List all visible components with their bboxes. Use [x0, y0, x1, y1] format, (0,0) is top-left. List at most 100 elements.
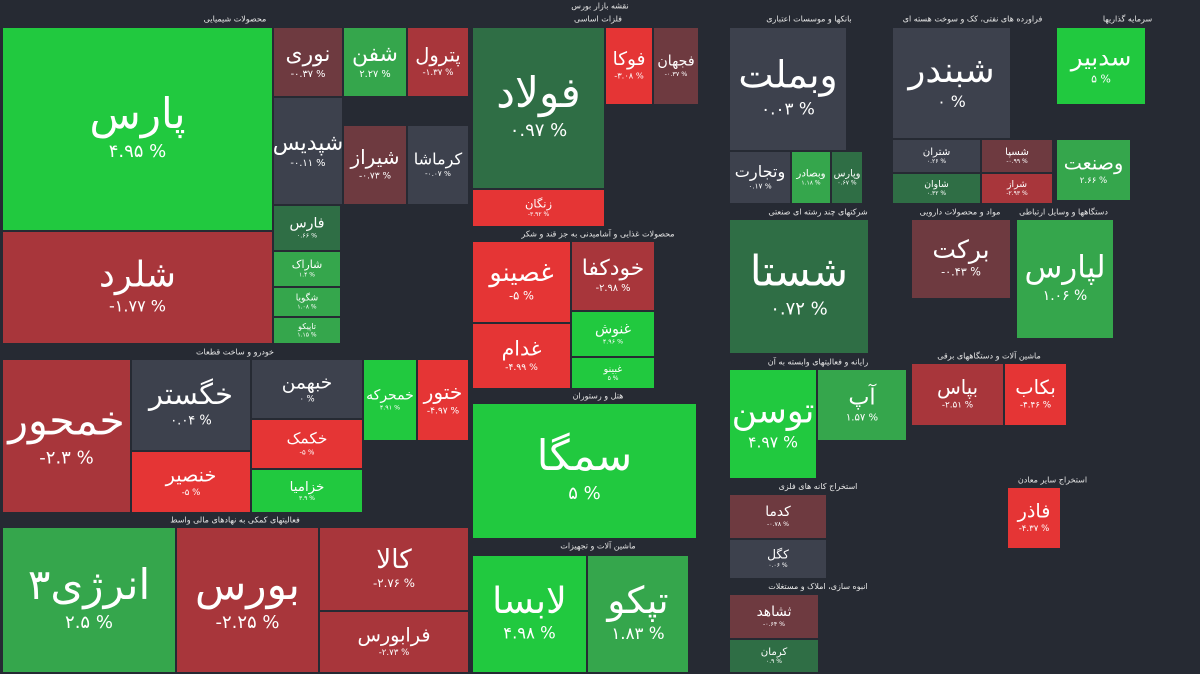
tile-name: شسپا [1005, 147, 1029, 158]
tile [274, 288, 340, 316]
tile [364, 360, 416, 440]
tile-name: توسن [732, 392, 815, 432]
tile [606, 28, 652, 104]
tile-name: وبصادر [795, 168, 825, 179]
tile-name: تاپیکو [297, 322, 316, 331]
tile [730, 152, 790, 203]
tile [132, 452, 250, 512]
tile [572, 312, 654, 356]
tile-name: شگویا [296, 291, 318, 303]
tile [1008, 488, 1060, 548]
tile-change: -۰.۳۷ % [291, 69, 326, 80]
tile-name: تپکو [605, 579, 668, 622]
tile-change: ۰.۰۳ % [761, 99, 815, 119]
tile-name: شفن [352, 42, 398, 67]
tile-change: -۰.۹۹ % [1006, 158, 1028, 165]
tile [982, 174, 1052, 203]
tile-name: وتجارت [735, 162, 785, 182]
tile [982, 140, 1052, 172]
tile-name: آپ [848, 382, 877, 410]
tile-change: ۰.۱۷ % [748, 181, 771, 190]
tile-change: -۰.۳۷ % [665, 70, 688, 78]
tile-name: خبهمن [282, 373, 333, 394]
tile [792, 152, 830, 203]
tile-change: ۴.۹۵ % [109, 141, 167, 162]
tile-change: ۵ % [568, 483, 601, 504]
tile-change: ۵ % [608, 375, 619, 382]
tile-name: فولاد [496, 68, 580, 117]
tile [730, 370, 816, 478]
tile [473, 404, 696, 538]
tile-name: خمحور [6, 396, 125, 444]
tile-name: فوکا [613, 49, 646, 70]
tile-change: ۴.۹۷ % [748, 434, 798, 452]
tile [1057, 140, 1130, 200]
tile-name: نوری [286, 42, 331, 67]
tile-change: -۱.۷۷ % [109, 297, 166, 316]
tile-name: شلرد [99, 254, 176, 295]
tile [177, 528, 318, 672]
tile-name: ثشاهد [757, 604, 792, 620]
tile-name: شستا [750, 246, 848, 295]
sector-title: استخراج کانه های فلزی [779, 482, 858, 491]
sector-title: هتل و رستوران [573, 392, 624, 401]
tile [252, 360, 362, 418]
tile [3, 360, 130, 512]
tile-change: ۲.۶۶ % [1080, 176, 1107, 186]
sector-title: مواد و محصولات دارویی [920, 208, 1001, 217]
tile [1017, 220, 1113, 338]
tile-name: خزامیا [290, 480, 325, 495]
tile [473, 556, 586, 672]
tile-change: -۰.۴۳ % [941, 266, 981, 279]
tile [818, 370, 906, 440]
tile [730, 540, 826, 578]
tile [473, 324, 570, 388]
tile [730, 28, 846, 150]
tile [1057, 28, 1145, 104]
tile-change: -۰.۰۷ % [425, 169, 451, 178]
tile [832, 152, 862, 203]
tile-name: کرماشا [414, 149, 463, 169]
tile [1005, 364, 1066, 425]
tile [912, 220, 1010, 298]
tile-name: وصنعت [1064, 151, 1123, 174]
chart-title: نقشه بازار بورس [571, 2, 628, 11]
tile [473, 190, 604, 226]
tile-name: خگستر [147, 377, 233, 411]
tile [730, 640, 818, 672]
tile [893, 174, 980, 203]
tile-change: -۰.۶۴ % [763, 621, 785, 628]
tile [572, 242, 654, 310]
tile-name: غصینو [487, 258, 553, 288]
sector-title: ماشین آلات و تجهیزات [560, 541, 635, 551]
tile-change: -۵ % [300, 448, 315, 456]
sector-title: ماشین آلات و دستگاههای برقی [937, 351, 1041, 361]
tile-change: ۴.۹۸ % [503, 624, 555, 643]
sector-title: فعالیتهای کمکی به نهادهای مالی واسط [170, 516, 300, 525]
tile [274, 98, 342, 204]
tile [730, 220, 868, 353]
tile-name: شاراک [292, 258, 322, 271]
tile-name: بورس [195, 560, 300, 609]
tile-name: خنصیر [165, 463, 217, 486]
tile-change: ۰.۹ % [766, 658, 782, 665]
tile [274, 206, 340, 250]
tile [274, 318, 340, 343]
tile-change: ۵ % [1091, 72, 1111, 85]
tile-name: غبینو [603, 364, 623, 375]
tile-name: شاوان [924, 179, 949, 190]
tile-name: زنگان [525, 196, 552, 211]
tile-change: ۰.۶۶ % [297, 233, 317, 240]
tile-name: انرژی۳ [28, 560, 150, 609]
tile-change: ۴.۹۶ % [603, 339, 623, 346]
tile-change: -۳.۰۸ % [614, 71, 644, 81]
tile-change: ۱.۴ % [299, 271, 315, 278]
tile-change: ۱.۱۸ % [801, 180, 820, 187]
tile-change: ۰.۶۷ % [837, 179, 856, 186]
tile-name: کالا [376, 545, 412, 575]
tile-change: ۳.۹ % [299, 495, 315, 502]
tile-change: ۲.۵ % [65, 612, 113, 633]
tile-change: ۰.۳۲ % [927, 190, 946, 197]
tile-change: ۰ % [937, 92, 966, 111]
